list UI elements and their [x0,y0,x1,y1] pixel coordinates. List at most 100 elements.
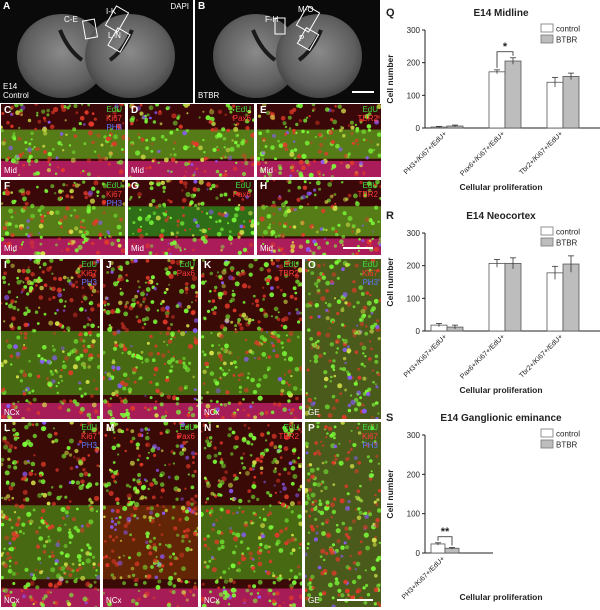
cell-dot [270,242,276,248]
cell-dot [228,275,234,281]
cell-dot [126,428,129,431]
cell-dot [152,517,155,520]
cell-dot [347,263,351,266]
cell-dot [325,308,329,312]
cell-dot [94,219,99,224]
cell-dot [252,584,257,589]
cell-dot [315,180,321,186]
y-tick-label: 200 [407,262,421,271]
cell-dot [4,535,10,541]
cell-dot [183,385,189,390]
cell-dot [336,453,340,457]
cell-dot [272,469,277,474]
cell-dot [85,558,91,564]
cell-dot [179,450,185,456]
cell-dot [96,575,100,580]
cell-dot [241,552,244,555]
cell-dot [317,263,321,268]
cell-dot [253,415,257,419]
cell-dot [3,271,8,276]
cell-dot [295,493,300,498]
cell-dot [251,401,254,404]
cell-dot [324,237,327,241]
cell-dot [116,443,121,448]
cell-dot [351,287,357,293]
cell-dot [278,444,283,449]
cell-dot [374,401,379,405]
cell-dot [324,404,330,410]
cell-dot [305,268,309,273]
cell-dot [362,171,366,175]
cell-dot [356,329,362,336]
cell-dot [190,451,196,456]
cell-dot [115,393,119,397]
cell-dot [10,215,14,219]
cell-dot [318,592,323,597]
cell-dot [307,542,310,545]
cell-dot [140,225,143,228]
cell-dot [281,380,286,385]
cell-dot [134,491,137,494]
cell-dot [14,300,18,304]
cell-dot [74,448,79,454]
cell-dot [325,280,331,286]
cell-dot [16,296,19,299]
cell-dot [241,161,244,164]
cell-dot [191,140,196,146]
fluorescence-image [305,422,381,607]
cell-dot [238,471,242,475]
microscopy-panel-o: O EdU Ki67 PH3 GE [305,259,381,419]
cell-dot [210,128,215,132]
chart-panel-letter: S [386,412,393,424]
cell-dot [40,461,46,467]
cell-dot [366,391,371,397]
cell-dot [171,113,177,119]
cell-dot [168,170,172,174]
cell-dot [160,180,165,185]
cell-dot [357,575,362,580]
cell-dot [239,326,244,331]
cell-dot [361,239,365,242]
cell-dot [116,108,120,113]
cell-dot [42,262,47,267]
cell-dot [133,302,136,305]
cell-dot [136,446,140,450]
cell-dot [137,192,142,197]
cell-dot [51,554,55,558]
cell-dot [27,118,32,123]
cell-dot [96,415,100,419]
cell-dot [218,344,221,347]
cell-dot [258,378,262,382]
cell-dot [1,575,4,580]
cell-dot [214,580,219,584]
panel-letter: M [106,423,115,434]
cell-dot [93,580,97,584]
cell-dot [163,212,168,217]
cell-dot [171,315,175,319]
cell-dot [240,180,244,183]
cell-dot [212,311,217,316]
cell-dot [273,402,277,406]
cell-dot [303,180,307,184]
cell-dot [265,180,270,183]
cell-dot [298,366,302,372]
cell-dot [144,114,147,118]
x-tick-label: PH3+/Ki67+/EdU+ [403,130,449,176]
cell-dot [89,198,96,204]
cell-dot [127,574,131,579]
cell-dot [218,592,224,597]
cell-dot [284,132,288,136]
cell-dot [108,115,111,118]
cell-dot [378,236,381,241]
cell-dot [14,446,17,450]
cell-dot [363,524,368,530]
cell-dot [228,369,231,372]
stain-label-edu: EdU [362,105,378,114]
cell-dot [270,286,274,290]
cell-dot [136,458,140,462]
cell-dot [241,138,246,144]
cell-dot [58,484,63,489]
cell-dot [52,355,58,361]
cell-dot [149,380,153,384]
cell-dot [290,408,295,413]
